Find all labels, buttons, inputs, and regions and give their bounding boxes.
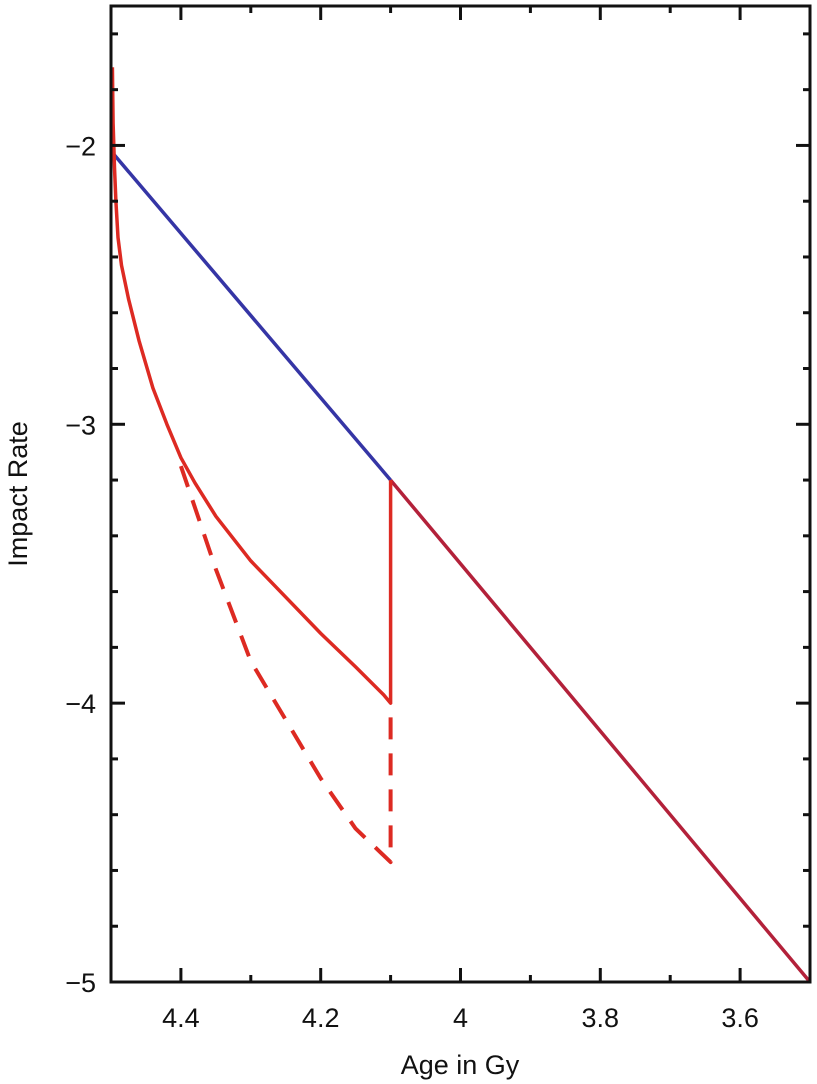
x-tick-label: 4.2 bbox=[302, 1003, 340, 1033]
x-tick-label: 4.4 bbox=[162, 1003, 200, 1033]
tick-labels: −2 −3 −4 −5 4.4 4.2 4 3.8 3.6 bbox=[65, 131, 759, 1033]
plot-lines bbox=[109, 67, 812, 984]
y-tick-label: −4 bbox=[65, 689, 96, 719]
series-line-4-dashed bbox=[179, 465, 393, 865]
x-tick-label: 3.6 bbox=[721, 1003, 759, 1033]
x-tick-label: 3.8 bbox=[582, 1003, 620, 1033]
y-tick-label: −2 bbox=[65, 131, 96, 161]
y-tick-label: −5 bbox=[65, 968, 96, 998]
y-tick-label: −3 bbox=[65, 410, 96, 440]
x-tick-label: 4 bbox=[453, 1003, 468, 1033]
series-line-1 bbox=[109, 149, 392, 482]
series-line-2 bbox=[389, 478, 812, 984]
x-axis-title: Age in Gy bbox=[401, 1050, 520, 1080]
series-line-3 bbox=[110, 67, 393, 705]
plot-frame bbox=[109, 4, 812, 984]
y-axis-title: Impact Rate bbox=[3, 421, 33, 567]
axis-ticks bbox=[111, 6, 810, 984]
